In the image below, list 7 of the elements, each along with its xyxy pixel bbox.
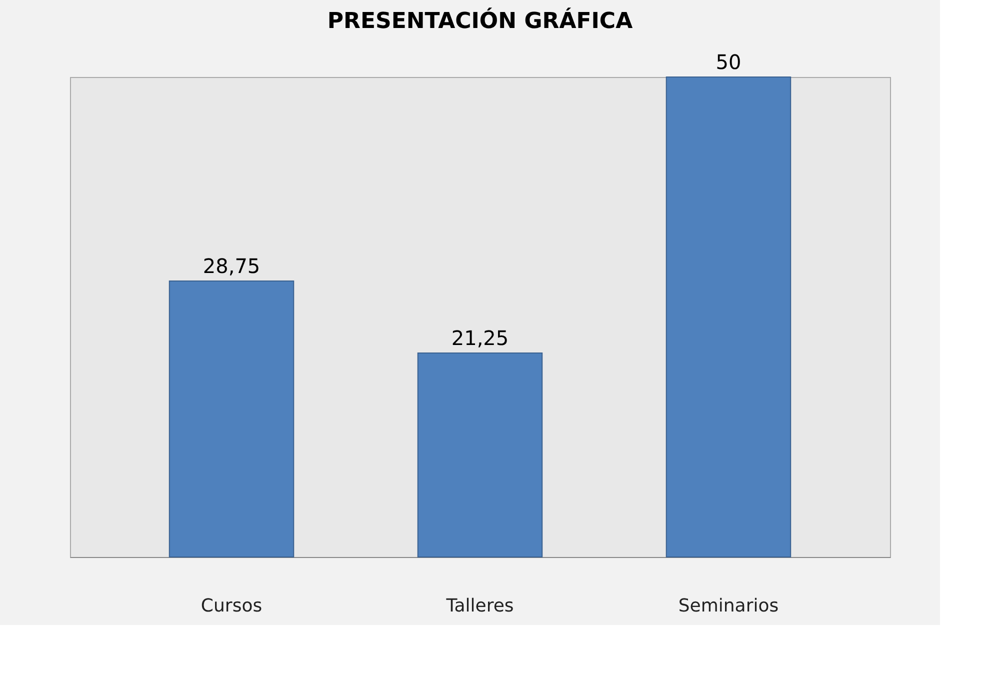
- x-tick-label: Seminarios: [678, 596, 779, 616]
- x-tick-label: Cursos: [200, 596, 262, 616]
- data-label: 28,75: [202, 254, 260, 278]
- data-label: 21,25: [451, 326, 509, 350]
- data-label: 50: [716, 50, 742, 74]
- chart-title: PRESENTACIÓN GRÁFICA: [327, 7, 633, 34]
- x-tick-label: Talleres: [445, 596, 514, 616]
